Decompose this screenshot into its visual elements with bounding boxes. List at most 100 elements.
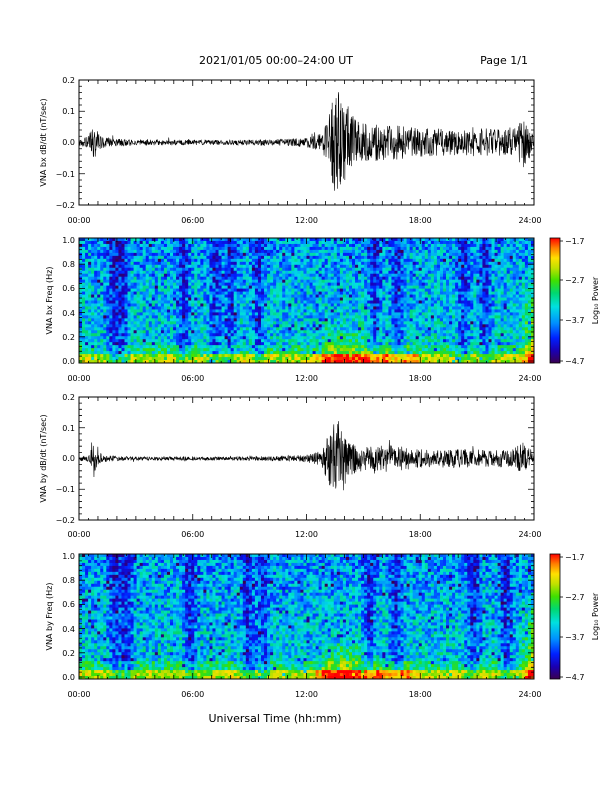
heatmap-cell [436, 294, 441, 298]
heatmap-cell [166, 273, 171, 278]
heatmap-cell [336, 276, 341, 281]
heatmap-cell [200, 348, 204, 352]
heatmap-cell [170, 276, 174, 281]
heatmap-cell [409, 267, 414, 272]
heatmap-cell [436, 255, 441, 260]
heatmap-cell [124, 285, 128, 289]
heatmap-cell [330, 252, 335, 257]
heatmap-cell [373, 300, 377, 304]
heatmap-cell [348, 336, 353, 340]
heatmap-cell [421, 315, 426, 319]
heatmap-cell [221, 306, 225, 310]
heatmap-cell [242, 342, 247, 346]
heatmap-cell [321, 360, 326, 364]
heatmap-cell [106, 336, 110, 340]
heatmap-cell [397, 264, 401, 269]
heatmap-cell [182, 312, 186, 316]
heatmap-cell [179, 333, 183, 337]
heatmap-cell [321, 348, 326, 352]
heatmap-cell [203, 357, 207, 361]
heatmap-cell [382, 282, 386, 287]
heatmap-cell [421, 309, 426, 313]
heatmap-cell [100, 261, 104, 266]
heatmap-cell [142, 282, 147, 287]
heatmap-cell [242, 303, 247, 307]
heatmap-cell [112, 255, 116, 260]
heatmap-cell [197, 315, 201, 319]
heatmap-cell [330, 330, 335, 334]
heatmap-cell [267, 306, 271, 310]
heatmap-cell [309, 312, 313, 316]
heatmap-cell [182, 324, 186, 328]
heatmap-cell [157, 324, 162, 328]
heatmap-cell [82, 270, 86, 275]
heatmap-cell [430, 360, 435, 364]
heatmap-cell [179, 243, 183, 248]
heatmap-cell [309, 357, 313, 361]
heatmap-cell [273, 243, 277, 248]
heatmap-cell [397, 249, 401, 254]
heatmap-cell [157, 354, 162, 358]
heatmap-cell [85, 297, 89, 301]
heatmap-cell [191, 252, 195, 257]
heatmap-cell [421, 357, 426, 361]
heatmap-cell [267, 309, 271, 313]
heatmap-cell [166, 291, 171, 295]
heatmap-cell [170, 246, 174, 251]
heatmap-cell [361, 354, 365, 358]
heatmap-cell [130, 258, 134, 263]
heatmap-cell [91, 330, 95, 334]
heatmap-cell [151, 351, 156, 355]
heatmap-cell [294, 312, 298, 316]
heatmap-cell [182, 309, 186, 313]
ytick-label: 0.0 [62, 138, 75, 147]
heatmap-cell [194, 333, 198, 337]
heatmap-cell [82, 333, 86, 337]
heatmap-cell [409, 357, 414, 361]
heatmap-cell [367, 243, 371, 248]
heatmap-cell [145, 351, 150, 355]
heatmap-cell [264, 261, 268, 266]
heatmap-cell [157, 240, 162, 245]
heatmap-cell [412, 294, 417, 298]
heatmap-cell [197, 300, 201, 304]
heatmap-cell [227, 348, 232, 352]
heatmap-cell [176, 252, 180, 257]
heatmap-cell [355, 309, 359, 313]
heatmap-cell [176, 270, 180, 275]
heatmap-cell [215, 312, 219, 316]
heatmap-cell [288, 258, 292, 263]
heatmap-cell [327, 339, 332, 343]
heatmap-cell [236, 273, 241, 278]
heatmap-cell [297, 288, 301, 292]
heatmap-cell [364, 357, 368, 361]
heatmap-cell [270, 339, 274, 343]
heatmap-cell [412, 336, 417, 340]
heatmap-cell [345, 291, 350, 295]
heatmap-cell [248, 282, 253, 287]
heatmap-cell [127, 309, 131, 313]
heatmap-cell [103, 279, 107, 284]
heatmap-cell [79, 282, 83, 287]
heatmap-cell [224, 273, 229, 278]
heatmap-cell [312, 327, 316, 331]
heatmap-cell [121, 279, 125, 284]
heatmap-cell [82, 297, 86, 301]
heatmap-cell [233, 279, 238, 284]
heatmap-cell [436, 246, 441, 251]
heatmap-cell [248, 267, 253, 272]
heatmap-cell [345, 309, 350, 313]
heatmap-cell [127, 306, 131, 310]
heatmap-cell [367, 330, 371, 334]
heatmap-cell [191, 291, 195, 295]
heatmap-cell [421, 264, 426, 269]
heatmap-cell [166, 297, 171, 301]
heatmap-cell [106, 238, 110, 242]
heatmap-cell [188, 306, 192, 310]
heatmap-cell [436, 285, 441, 289]
heatmap-cell [264, 333, 268, 337]
heatmap-cell [91, 267, 95, 272]
heatmap-cell [264, 276, 268, 281]
heatmap-cell [303, 330, 307, 334]
heatmap-cell [342, 264, 347, 269]
